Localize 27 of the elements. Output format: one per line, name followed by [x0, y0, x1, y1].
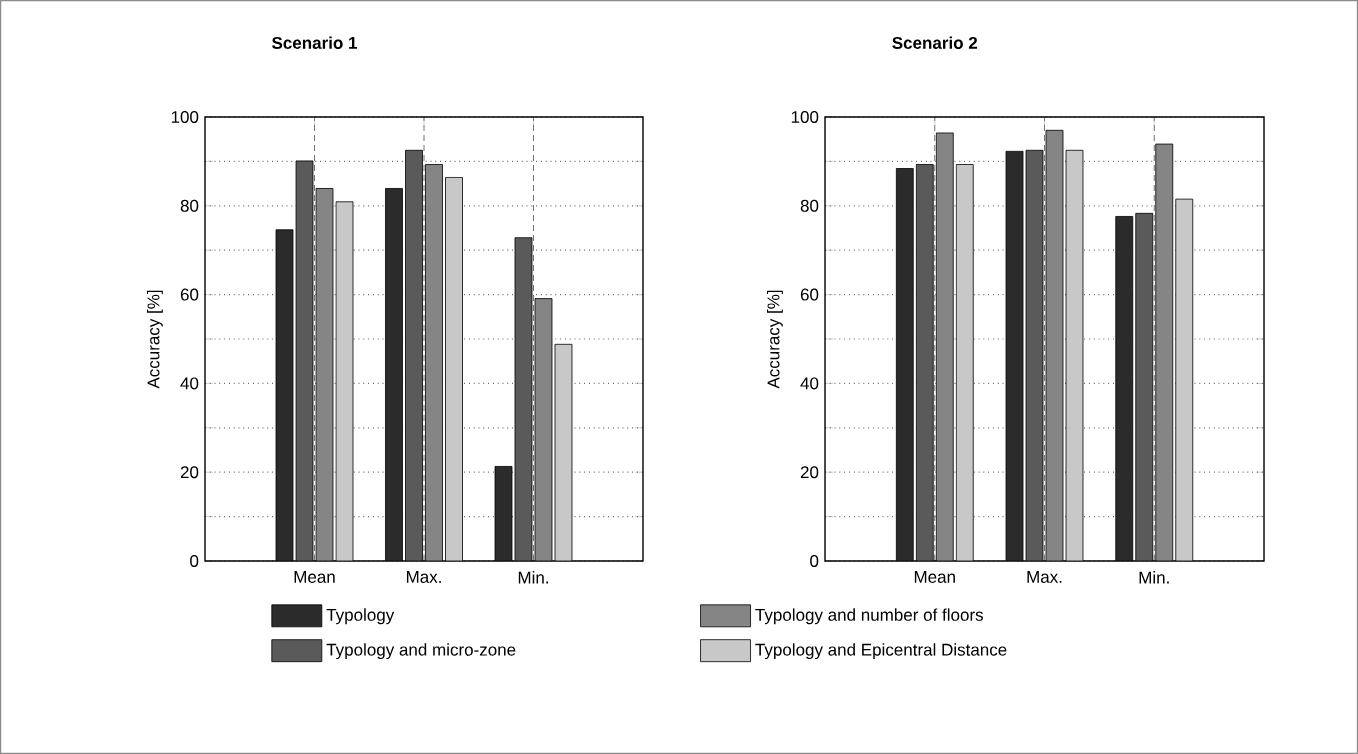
y-axis-title: Accuracy [%] [767, 290, 783, 389]
x-tick-label: Max. [406, 571, 441, 583]
y-tick-label: 40 [800, 377, 819, 390]
legend-label: Typology and number of floors [755, 608, 983, 625]
y-tick-label: 0 [810, 554, 819, 567]
y-tick-label: 20 [800, 466, 819, 479]
y-tick-label: 40 [180, 377, 199, 390]
y-tick-label: 20 [180, 466, 199, 479]
chart-title: Scenario 1 [272, 36, 357, 49]
y-tick-label: 60 [180, 288, 199, 301]
y-tick-label: 80 [180, 199, 199, 212]
y-tick-label: 60 [800, 288, 819, 301]
y-tick-label: 0 [190, 554, 199, 567]
chart-title: Scenario 2 [892, 36, 978, 49]
y-tick-label: 80 [800, 199, 819, 212]
x-tick-label: Min. [1139, 571, 1169, 584]
x-tick-label: Mean [914, 571, 955, 583]
y-tick-label: 100 [791, 110, 819, 123]
x-tick-label: Mean [294, 571, 335, 583]
legend-label: Typology and micro-zone [326, 643, 516, 660]
legend-label: Typology and Epicentral Distance [755, 643, 1007, 660]
legend-label: Typology [326, 608, 395, 625]
y-axis-title: Accuracy [%] [146, 290, 163, 389]
bar [445, 176, 463, 561]
x-tick-label: Min. [518, 571, 548, 584]
y-tick-label: 100 [171, 110, 199, 123]
x-tick-label: Max. [1027, 571, 1062, 583]
